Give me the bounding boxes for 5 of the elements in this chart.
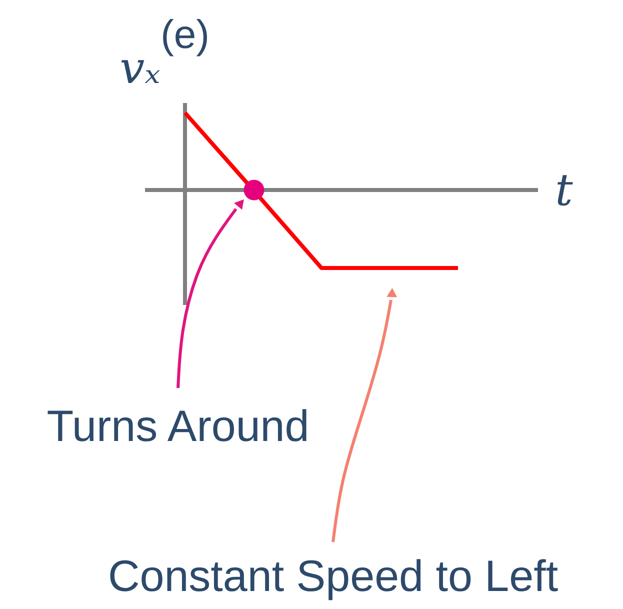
x-axis-title: t: [555, 165, 574, 216]
text: Turns Around: [46, 402, 310, 451]
chart-title: (e): [160, 13, 210, 57]
text: Constant Speed to Left: [108, 552, 558, 601]
y-axis-title: vₓ: [120, 43, 161, 94]
